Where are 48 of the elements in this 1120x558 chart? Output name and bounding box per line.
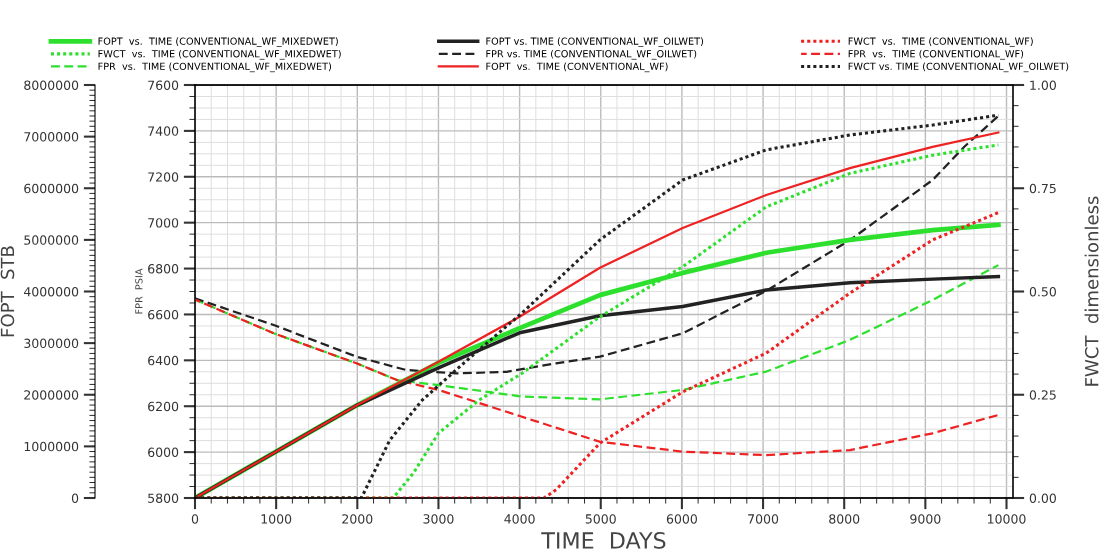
y3-tick-label: 6200 [148,401,179,412]
x-tick-label: 0 [191,514,199,524]
y-tick-label: 7000000 [24,132,79,142]
y2-tick-label: 0.00 [1029,493,1056,503]
x-tick-label: 4000 [504,514,535,524]
legend-label: FWCT vs. TIME (CONVENTIONAL_WF_OILWET) [848,62,1069,73]
y-tick-label: 8000000 [24,80,79,90]
x-tick-label: 8000 [829,514,860,524]
y3-axis-title: FPR PSIA [135,268,143,314]
y3-tick-label: 7200 [148,172,179,182]
legend-label: FOPT vs. TIME (CONVENTIONAL_WF) [486,62,668,73]
x-tick-label: 2000 [342,514,373,524]
x-tick-label: 7000 [748,514,779,524]
y3-tick-label: 6800 [148,264,179,274]
y-tick-label: 5000000 [24,235,79,245]
y-tick-label: 6000000 [24,183,79,194]
x-tick-label: 3000 [423,514,454,524]
y3-tick-label: 6400 [148,355,179,366]
y2-tick-label: 0.25 [1029,390,1056,400]
y-tick-label: 1000000 [24,441,79,452]
y3-tick-label: 5800 [148,493,179,503]
legend-label: FWCT vs. TIME (CONVENTIONAL_WF) [848,37,1033,47]
x-tick-label: 5000 [585,514,616,524]
y2-tick-label: 0.50 [1029,286,1056,297]
y3-tick-label: 7600 [148,80,179,90]
y3-tick-label: 6600 [148,309,179,320]
y3-tick-label: 7000 [148,218,179,228]
legend-label: FOPT vs. TIME (CONVENTIONAL_WF_OILWET) [486,37,704,47]
x-tick-label: 1000 [261,514,292,524]
x-tick-label: 10000 [988,514,1026,524]
x-tick-label: 6000 [666,514,697,524]
legend-label: FPR vs. TIME (CONVENTIONAL_WF_MIXEDWET) [98,62,332,73]
y-tick-label: 4000000 [23,286,79,297]
y2-tick-label: 0.75 [1029,183,1056,194]
y-axis-title: FOPT STB [0,246,15,337]
y3-tick-label: 6000 [148,447,179,458]
y-tick-label: 0 [71,493,79,503]
y3-tick-label: 7400 [148,126,179,136]
x-axis-title: TIME DAYS [541,532,666,549]
y2-axis-title: FWCT dimensionless [1084,196,1099,386]
y2-tick-label: 1.00 [1030,80,1056,90]
legend-label: FPR vs. TIME (CONVENTIONAL_WF_OILWET) [486,49,697,60]
legend-label: FPR vs. TIME (CONVENTIONAL_WF) [848,49,1024,60]
y-tick-label: 2000000 [24,390,79,400]
y-tick-label: 3000000 [24,338,79,349]
legend-label: FWCT vs. TIME (CONVENTIONAL_WF_MIXEDWET) [98,49,341,60]
x-tick-label: 9000 [910,514,941,524]
legend-label: FOPT vs. TIME (CONVENTIONAL_WF_MIXEDWET) [98,37,338,47]
